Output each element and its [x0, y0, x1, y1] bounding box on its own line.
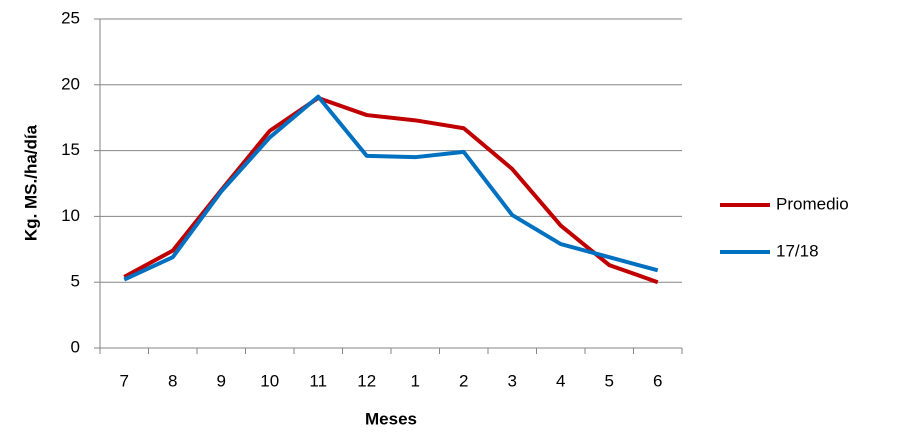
x-tick-label: 10	[260, 371, 279, 390]
y-tick-label: 0	[71, 337, 80, 356]
x-tick-label: 1	[411, 371, 420, 390]
x-axis-title: Meses	[365, 409, 417, 428]
y-axis-title: Kg. MS./ha/día	[21, 124, 40, 241]
x-tick-label: 3	[508, 371, 517, 390]
x-tick-label: 12	[357, 371, 376, 390]
y-tick-label: 5	[71, 272, 80, 291]
legend-label: Promedio	[776, 194, 849, 213]
x-tick-label: 8	[168, 371, 177, 390]
x-tick-label: 7	[120, 371, 129, 390]
x-tick-label: 5	[605, 371, 614, 390]
x-tick-label: 4	[556, 371, 565, 390]
y-tick-label: 10	[61, 206, 80, 225]
x-tick-label: 9	[217, 371, 226, 390]
x-tick-label: 11	[309, 371, 327, 390]
legend-label: 17/18	[776, 241, 819, 260]
y-tick-label: 25	[61, 8, 80, 27]
series-line	[123, 95, 659, 285]
x-tick-label: 2	[459, 371, 468, 390]
y-tick-label: 15	[61, 140, 80, 159]
y-tick-label: 20	[61, 74, 80, 93]
series-line	[123, 94, 659, 282]
x-tick-label: 6	[653, 371, 662, 390]
